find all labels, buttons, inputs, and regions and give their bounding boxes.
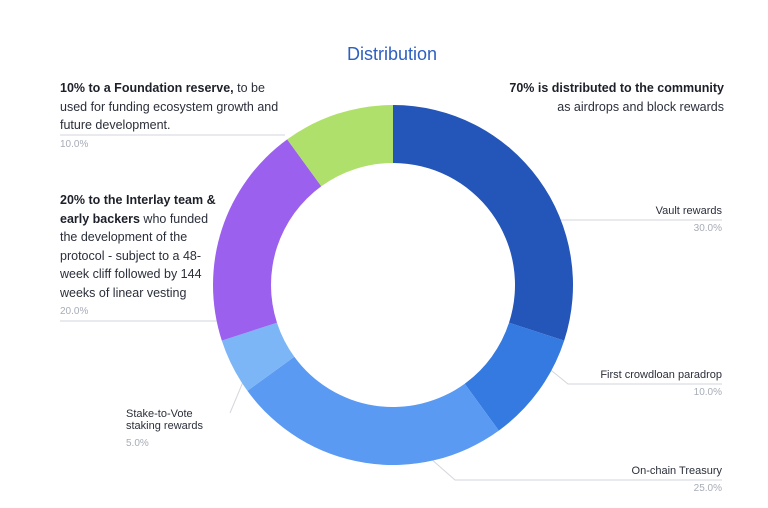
donut-slices [212, 105, 574, 465]
team-annotation-bold: 20% to the Interlay team & early backers [60, 193, 216, 226]
community-annotation: 70% is distributed to the community as a… [444, 79, 724, 116]
community-annotation-bold: 70% is distributed to the community [509, 81, 724, 95]
slice-label: On-chain Treasury [632, 465, 723, 477]
donut-slice [287, 105, 393, 187]
team-percent: 20.0% [60, 306, 89, 317]
community-annotation-text: as airdrops and block rewards [557, 99, 724, 114]
leader-line [429, 457, 722, 481]
donut-slice [221, 322, 295, 391]
slice-percent-label: 30.0% [694, 223, 722, 234]
slice-label: First crowdloan paradrop [600, 369, 722, 381]
foundation-annotation: 10% to a Foundation reserve, to be used … [60, 79, 282, 153]
team-annotation: 20% to the Interlay team & early backers… [60, 191, 220, 320]
chart-title: Distribution [347, 44, 437, 64]
slice-percent-label: 10.0% [694, 387, 722, 398]
foundation-percent: 10.0% [60, 138, 89, 150]
donut-slice [393, 105, 574, 341]
foundation-annotation-bold: 10% to a Foundation reserve, [60, 81, 234, 95]
foundation-annotation-text: to be used for funding ecosystem growth … [60, 81, 279, 132]
slice-label: Stake-to-Vote [126, 408, 193, 420]
donut-slice [247, 356, 499, 465]
slice-percent-label: 5.0% [126, 438, 149, 449]
slice-label: Vault rewards [656, 205, 723, 217]
slice-labels: Vault rewards 30.0% First crowdloan paradr… [126, 205, 722, 494]
slice-label: staking rewards [126, 420, 204, 432]
slice-percent-label: 25.0% [694, 483, 722, 494]
donut-slice [464, 322, 565, 431]
team-annotation-text: who funded the development of the protoc… [60, 211, 209, 300]
donut-slice [212, 139, 322, 341]
